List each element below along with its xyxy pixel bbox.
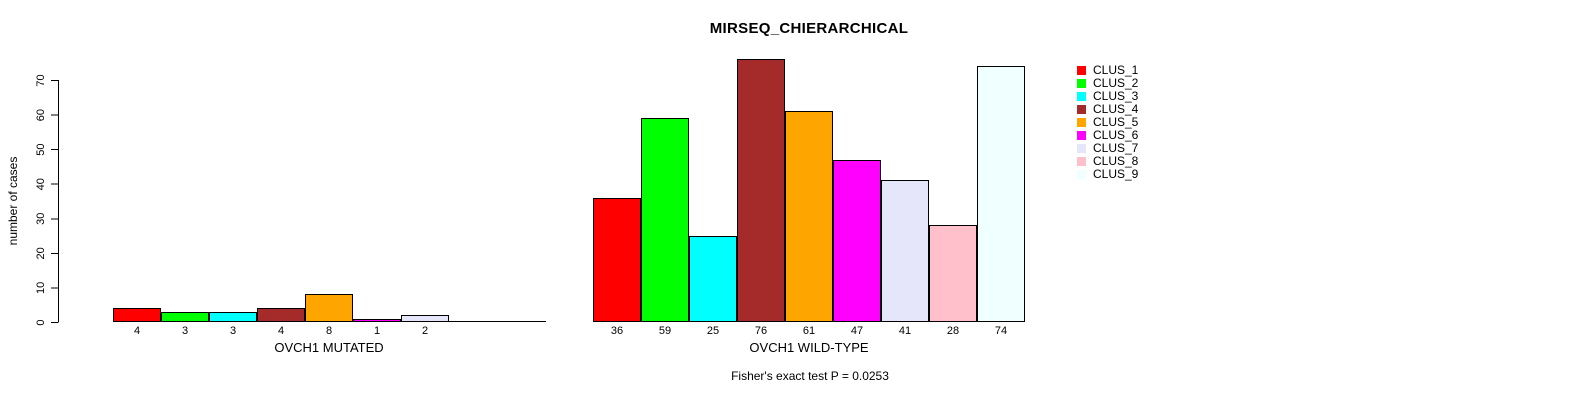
bar [881, 180, 929, 322]
bar-value-label: 4 [133, 325, 141, 337]
y-tick-label: 40 [35, 178, 47, 190]
bar-value-label: 36 [610, 325, 624, 337]
x-axis-label-wildtype: OVCH1 WILD-TYPE [749, 340, 869, 355]
bar-value-label: 3 [181, 325, 189, 337]
y-tick-label: 60 [35, 109, 47, 121]
bar [113, 308, 161, 322]
legend-label: CLUS_6 [1093, 128, 1139, 142]
footnote-text: Fisher's exact test P = 0.0253 [731, 369, 889, 383]
bar-value-label: 41 [898, 325, 912, 337]
legend-item: CLUS_7 [1077, 142, 1138, 155]
legend-color-swatch [1077, 144, 1086, 153]
bar [209, 312, 257, 322]
bar [689, 236, 737, 322]
bar [929, 225, 977, 322]
legend-item: CLUS_8 [1077, 155, 1138, 168]
legend-label: CLUS_5 [1093, 115, 1139, 129]
bar [641, 118, 689, 322]
bar [785, 111, 833, 322]
legend-color-swatch [1077, 131, 1086, 140]
bar-value-label: 4 [277, 325, 285, 337]
legend-color-swatch [1077, 66, 1086, 75]
legend-label: CLUS_9 [1093, 167, 1139, 181]
bar [593, 198, 641, 322]
bar-value-label: 61 [802, 325, 816, 337]
bar-value-label: 2 [421, 325, 429, 337]
y-tick-label: 30 [35, 213, 47, 225]
bars-group-mutated [113, 294, 449, 322]
legend-label: CLUS_4 [1093, 102, 1139, 116]
legend-color-swatch [1077, 79, 1086, 88]
y-tick-label: 20 [35, 247, 47, 259]
legend-item: CLUS_4 [1077, 103, 1138, 116]
legend-color-swatch [1077, 118, 1086, 127]
legend-label: CLUS_7 [1093, 141, 1139, 155]
bar-value-label: 47 [850, 325, 864, 337]
bar-value-label: 8 [325, 325, 333, 337]
bars-group-wildtype [593, 59, 1025, 322]
legend-item: CLUS_2 [1077, 77, 1138, 90]
legend-item: CLUS_5 [1077, 116, 1138, 129]
bar-value-label: 3 [229, 325, 237, 337]
bar-value-labels-wildtype: 36 59 25 76 61 47 41 28 74 [593, 325, 1025, 337]
bar-value-label: 28 [946, 325, 960, 337]
bar [305, 294, 353, 322]
legend-label: CLUS_2 [1093, 76, 1139, 90]
legend-color-swatch [1077, 170, 1086, 179]
legend: CLUS_1 CLUS_2 CLUS_3 CLUS_4 CLUS_5 CLUS_6 CLUS… [1077, 64, 1138, 181]
bar [401, 315, 449, 322]
bar-value-label: 1 [373, 325, 381, 337]
legend-color-swatch [1077, 157, 1086, 166]
y-axis-label: number of cases [6, 157, 20, 246]
y-tick-label: 10 [35, 282, 47, 294]
y-axis: 0 10 20 30 40 50 60 70 number of cases [6, 74, 59, 326]
bar-value-label: 25 [706, 325, 720, 337]
bar-value-label: 76 [754, 325, 768, 337]
bar [257, 308, 305, 322]
x-axis-label-mutated: OVCH1 MUTATED [274, 340, 384, 355]
chart-title: MIRSEQ_CHIERARCHICAL [709, 20, 909, 37]
bar [737, 59, 785, 322]
y-tick-label: 50 [35, 144, 47, 156]
y-tick-label: 0 [35, 319, 47, 325]
bar-value-label: 74 [994, 325, 1008, 337]
y-axis-ticks: 0 10 20 30 40 50 60 70 [35, 74, 58, 326]
legend-item: CLUS_9 [1077, 168, 1138, 181]
bar [833, 160, 881, 322]
legend-label: CLUS_8 [1093, 154, 1139, 168]
legend-color-swatch [1077, 92, 1086, 101]
legend-item: CLUS_6 [1077, 129, 1138, 142]
legend-item: CLUS_1 [1077, 64, 1138, 77]
y-tick-label: 70 [35, 74, 47, 86]
legend-item: CLUS_3 [1077, 90, 1138, 103]
bar-value-label: 59 [658, 325, 672, 337]
legend-color-swatch [1077, 105, 1086, 114]
bar [977, 66, 1025, 322]
legend-label: CLUS_3 [1093, 89, 1139, 103]
bar [161, 312, 209, 322]
bar [353, 319, 401, 322]
legend-label: CLUS_1 [1093, 63, 1139, 77]
